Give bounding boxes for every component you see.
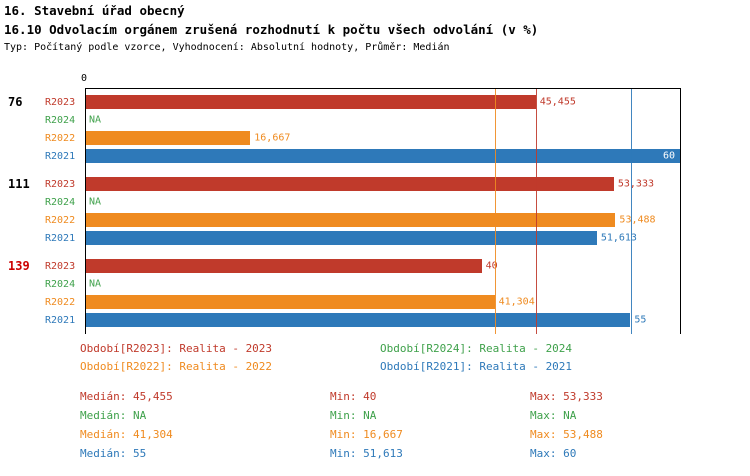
chart-row: R2021 55 [0, 311, 680, 329]
bar-r2022[interactable] [85, 131, 251, 145]
bar-track: 45,455 [85, 93, 680, 111]
stat-min-r2023: Min: 40 [330, 390, 377, 403]
bar-group-139: 139 R2023 40 R2024 NA R2022 41,304 R2021 55 [0, 257, 680, 329]
bar-track: NA [85, 111, 680, 129]
series-label-r2021: R2021 [45, 314, 76, 326]
stat-median-r2024: Medián: NA [80, 409, 147, 422]
bar-r2021[interactable] [85, 149, 680, 163]
series-label-r2024: R2024 [45, 278, 76, 290]
stat-max-r2022: Max: 53,488 [530, 428, 603, 441]
bar-value-label: 55 [634, 314, 647, 326]
legend-item-r2023: Období[R2023]: Realita - 2023 [80, 342, 273, 355]
bar-value-label: 60 [662, 150, 675, 162]
legend-item-r2022: Období[R2022]: Realita - 2022 [80, 360, 273, 373]
bar-r2021[interactable] [85, 231, 597, 245]
series-label-r2021: R2021 [45, 232, 76, 244]
stat-min-r2021: Min: 51,613 [330, 447, 403, 460]
legend-item-r2021: Období[R2021]: Realita - 2021 [380, 360, 573, 373]
series-label-r2022: R2022 [45, 214, 76, 226]
bar-value-label: 45,455 [539, 96, 576, 108]
series-label-r2024: R2024 [45, 114, 76, 126]
bar-track: 41,304 [85, 293, 680, 311]
bar-track: 53,333 [85, 175, 680, 193]
series-label-r2021: R2021 [45, 150, 76, 162]
bar-value-label: NA [89, 196, 102, 208]
chart-row: R2021 51,613 [0, 229, 680, 247]
bar-r2023[interactable] [85, 259, 482, 273]
stat-median-r2023: Medián: 45,455 [80, 390, 173, 403]
bar-value-label: 53,488 [619, 214, 656, 226]
bar-chart: 76 R2023 45,455 R2024 NA R2022 16,667 R2021 60 11… [0, 88, 680, 329]
series-label-r2022: R2022 [45, 132, 76, 144]
bar-value-label: NA [89, 114, 102, 126]
stat-max-r2024: Max: NA [530, 409, 577, 422]
chart-row: R2022 16,667 [0, 129, 680, 147]
bar-value-label: 41,304 [498, 296, 535, 308]
bar-track: 40 [85, 257, 680, 275]
bar-track: NA [85, 275, 680, 293]
series-label-r2022: R2022 [45, 296, 76, 308]
chart-row: R2021 60 [0, 147, 680, 165]
chart-row: R2022 41,304 [0, 293, 680, 311]
series-label-r2023: R2023 [45, 178, 76, 190]
bar-r2022[interactable] [85, 213, 616, 227]
bar-r2022[interactable] [85, 295, 495, 309]
chart-row: R2024 NA [0, 193, 680, 211]
bar-value-label: 40 [485, 260, 498, 272]
bar-r2023[interactable] [85, 95, 536, 109]
stat-max-r2021: Max: 60 [530, 447, 577, 460]
group-label: 139 [8, 259, 30, 273]
legend-item-r2024: Období[R2024]: Realita - 2024 [380, 342, 573, 355]
bar-track: 53,488 [85, 211, 680, 229]
chart-row: 111 R2023 53,333 [0, 175, 680, 193]
x-axis-zero-label: 0 [81, 73, 88, 84]
series-label-r2023: R2023 [45, 260, 76, 272]
stat-median-r2022: Medián: 41,304 [80, 428, 173, 441]
series-label-r2024: R2024 [45, 196, 76, 208]
chart-row: R2022 53,488 [0, 211, 680, 229]
stat-min-r2022: Min: 16,667 [330, 428, 403, 441]
report-meta: Typ: Počítaný podle vzorce, Vyhodnocení:… [4, 42, 450, 53]
group-label: 76 [8, 95, 23, 109]
bar-value-label: 51,613 [600, 232, 637, 244]
chart-row: 139 R2023 40 [0, 257, 680, 275]
bar-group-76: 76 R2023 45,455 R2024 NA R2022 16,667 R2021 60 [0, 93, 680, 165]
stat-max-r2023: Max: 53,333 [530, 390, 603, 403]
bar-value-label: NA [89, 278, 102, 290]
chart-row: R2024 NA [0, 275, 680, 293]
bar-value-label: 16,667 [254, 132, 291, 144]
report-subtitle: 16.10 Odvolacím orgánem zrušená rozhodnu… [4, 22, 539, 37]
bar-track: NA [85, 193, 680, 211]
chart-row: R2024 NA [0, 111, 680, 129]
group-label: 111 [8, 177, 30, 191]
series-label-r2023: R2023 [45, 96, 76, 108]
bar-track: 51,613 [85, 229, 680, 247]
bar-value-label: 53,333 [617, 178, 654, 190]
stat-median-r2021: Medián: 55 [80, 447, 147, 460]
bar-r2021[interactable] [85, 313, 631, 327]
bar-r2023[interactable] [85, 177, 614, 191]
report-title: 16. Stavební úřad obecný [4, 3, 185, 18]
bar-track: 60 [85, 147, 680, 165]
stat-min-r2024: Min: NA [330, 409, 377, 422]
bar-track: 16,667 [85, 129, 680, 147]
chart-row: 76 R2023 45,455 [0, 93, 680, 111]
bar-track: 55 [85, 311, 680, 329]
bar-group-111: 111 R2023 53,333 R2024 NA R2022 53,488 R2021 51,… [0, 175, 680, 247]
